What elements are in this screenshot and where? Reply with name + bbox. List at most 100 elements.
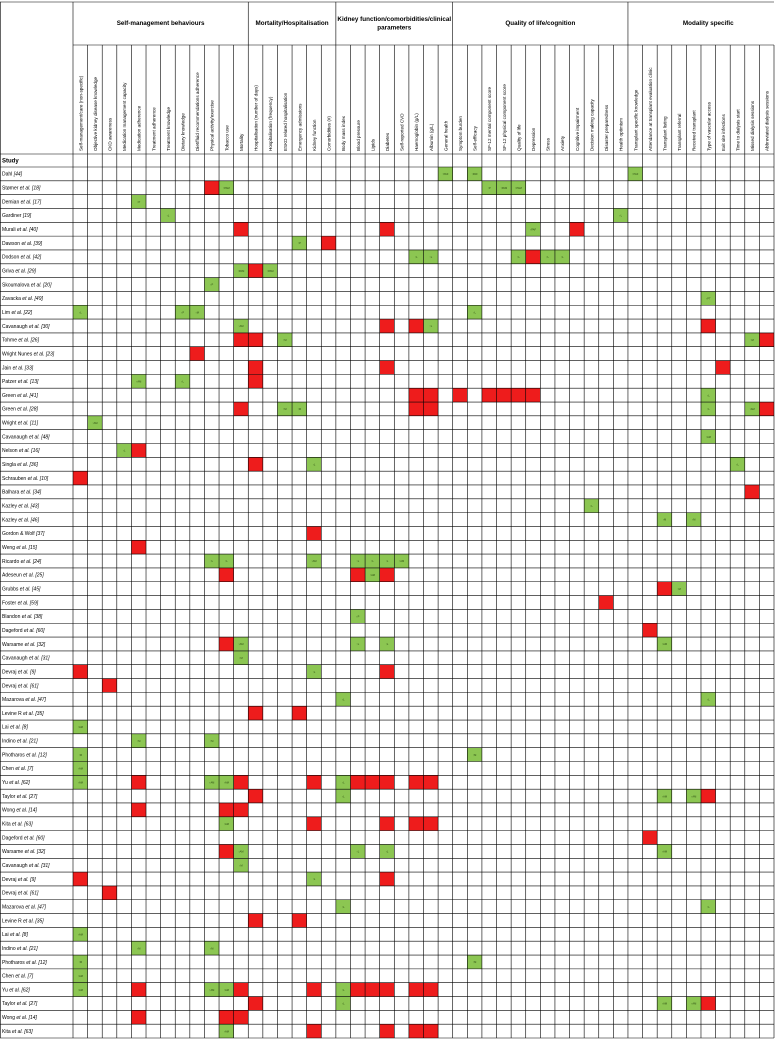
result-cell [233,402,249,416]
cell-note: ↑L [356,850,359,854]
result-cell [73,471,88,485]
column-header: SF-12 mental component score [487,86,492,151]
result-cell [438,167,453,181]
result-cell [350,637,366,651]
cell-note: ↑L [415,255,418,259]
result-cell [730,457,745,472]
result-cell [657,637,672,651]
result-cell [306,554,322,568]
study-label: Nelson et al. [16] [2,448,40,454]
result-cell [73,761,88,776]
result-cell [700,319,716,333]
column-header: ESKD related hospitalisation [283,92,288,151]
result-cell [408,388,424,403]
cell-note: ↑M [79,753,82,757]
cell-note: ↑L [313,670,316,674]
result-cell [452,388,468,403]
result-cell [219,802,234,817]
result-cell [511,249,526,264]
result-cell [233,263,249,278]
column-header: Decision making capacity [589,98,594,151]
column-header: Hospitalisation (frequency) [268,96,273,151]
result-cell [248,263,263,278]
result-cell [700,388,716,403]
cell-note: ↑PAF [632,172,639,176]
cell-note: ↑L [342,697,345,701]
result-cell [350,775,366,790]
result-cell [248,789,263,803]
column-header: Received transplant [692,110,697,151]
cell-note: ↑AM [238,850,243,854]
result-cell [248,706,263,721]
result-cell [759,332,774,347]
result-cell [248,457,263,472]
result-cell [423,816,439,831]
result-cell [277,402,293,416]
study-label: Photharos et al. [12] [2,752,47,758]
cell-note: ↑M [283,407,286,411]
result-cell [379,1024,395,1038]
cell-note: ↑AM [662,850,667,854]
column-header: Missed dialysis sessions [750,100,755,151]
result-cell [467,955,482,969]
column-header: Self-management/care (non-specific) [78,75,83,151]
cell-note: ↑AM [224,988,229,992]
column-header: Lipids [370,138,375,151]
result-cell [116,443,132,458]
column-header: Haemoglobin (g/L) [414,113,419,151]
cell-note: ↑M [210,739,213,743]
result-cell [73,775,88,790]
cell-note: ↑PAF [442,172,449,176]
cell-note: ↑L [225,559,228,563]
result-cell [73,968,88,983]
cell-note: ↑M [692,518,695,522]
result-cell [350,982,366,997]
result-cell [379,222,395,237]
result-cell [350,554,366,568]
result-cell [350,609,366,624]
column-header: Time to dialysis start [735,109,740,151]
result-cell [204,180,220,195]
cell-note: ↑L [707,905,710,909]
result-cell [511,388,526,403]
study-label: Ricardo et al. [24] [2,559,42,565]
study-label: Cavanaugh et al. [31] [2,656,50,662]
cell-note: ↑PAF [530,227,537,231]
result-cell [73,664,88,679]
study-label: Kazley et al. [43] [2,504,40,510]
result-cell [131,982,147,997]
result-cell [335,982,351,997]
cell-note: ↑AM [78,725,83,729]
result-cell [365,567,380,582]
result-cell [365,554,380,568]
study-label: Devraj et al. [61] [2,683,39,689]
cell-note: ↑L [707,407,710,411]
cell-note: ↑L [707,697,710,701]
cell-note: ↑AM [662,1002,667,1006]
cell-note: ↑PAM [223,186,230,190]
result-cell [248,332,263,347]
column-header: Emergency admissions [297,103,302,151]
result-cell [700,996,716,1011]
result-cell [131,443,147,458]
study-label: Indino et al. [21] [2,946,38,952]
column-header: Attendance at transplant evaluation clin… [648,67,653,151]
column-header: Symptom burden [458,116,463,151]
result-cell [233,319,249,333]
result-cell [350,844,366,859]
result-cell [423,319,439,333]
result-cell [219,982,234,997]
result-cell [525,249,541,264]
result-cell [335,789,351,803]
cell-note: ↑M [677,587,680,591]
cell-note: ↑L [517,255,520,259]
column-header: Kidney function [312,119,317,151]
study-label: Demian et al. [17] [2,199,42,205]
cell-note: ↑M [473,753,476,757]
study-label: Blandon et al. [38] [2,614,43,620]
column-header: Anxiety [560,135,565,151]
result-cell [233,844,249,859]
cell-note: ↑M [239,863,242,867]
result-cell [175,305,190,320]
result-cell [423,249,439,264]
